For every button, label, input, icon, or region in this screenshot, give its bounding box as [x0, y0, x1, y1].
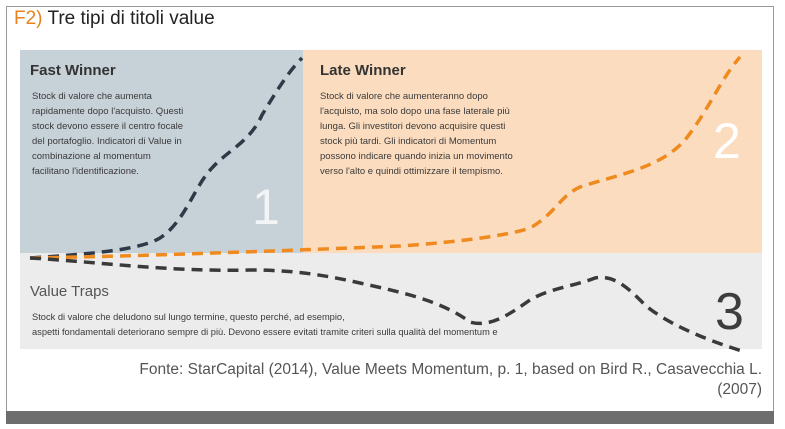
- value-traps-line: aspetti fondamentali deteriorano sempre …: [32, 327, 498, 337]
- value-traps-description: Stock di valore che deludono sul lungo t…: [32, 310, 652, 340]
- panel-late-winner: [303, 50, 762, 253]
- late-winner-line: stock più tardi. Gli indicatori di Momen…: [320, 136, 497, 147]
- value-traps-title: Value Traps: [30, 283, 109, 300]
- late-winner-line: lunga. Gli investitori devono acquisire …: [320, 121, 506, 132]
- value-traps-line: Stock di valore che deludono sul lungo t…: [32, 312, 345, 322]
- panel-number-1: 1: [252, 179, 280, 235]
- late-winner-line: possono indicare quando inizia un movime…: [320, 151, 513, 162]
- late-winner-line: Stock di valore che aumenteranno dopo: [320, 91, 488, 102]
- panel-number-2: 2: [713, 113, 741, 169]
- fast-winner-line: facilitano l'identificazione.: [32, 166, 139, 177]
- fast-winner-line: rapidamente dopo l'acquisto. Questi: [32, 106, 184, 117]
- figure-title: F2) Tre tipi di titoli value: [14, 8, 215, 30]
- figure-label: F2): [14, 8, 43, 29]
- figure-title-text: Tre tipi di titoli value: [47, 8, 215, 29]
- fast-winner-line: Stock di valore che aumenta: [32, 91, 152, 102]
- source-line-2: (2007): [717, 381, 762, 398]
- late-winner-line: verso l'alto e quindi ottimizzare il tem…: [320, 166, 503, 177]
- source-line-1: Fonte: StarCapital (2014), Value Meets M…: [139, 361, 762, 378]
- panel-value-traps: [20, 253, 762, 349]
- fast-winner-curve: [29, 56, 304, 260]
- panel-number-3: 3: [715, 283, 744, 341]
- fast-winner-line: del portafoglio. Indicatori di Value in: [32, 136, 182, 147]
- fast-winner-description: Stock di valore che aumenta rapidamente …: [32, 89, 232, 179]
- late-winner-title: Late Winner: [320, 62, 406, 79]
- value-traps-curve: [29, 256, 743, 353]
- fast-winner-title: Fast Winner: [30, 62, 116, 79]
- bottom-bar: [6, 411, 774, 424]
- fast-winner-line: combinazione al momentum: [32, 151, 151, 162]
- figure-source: Fonte: StarCapital (2014), Value Meets M…: [22, 360, 762, 400]
- panel-fast-winner: [20, 50, 303, 253]
- fast-winner-line: stock devono essere il centro focale: [32, 121, 184, 132]
- late-winner-line: l'acquisto, ma solo dopo una fase latera…: [320, 106, 510, 117]
- late-winner-description: Stock di valore che aumenteranno dopo l'…: [320, 89, 570, 179]
